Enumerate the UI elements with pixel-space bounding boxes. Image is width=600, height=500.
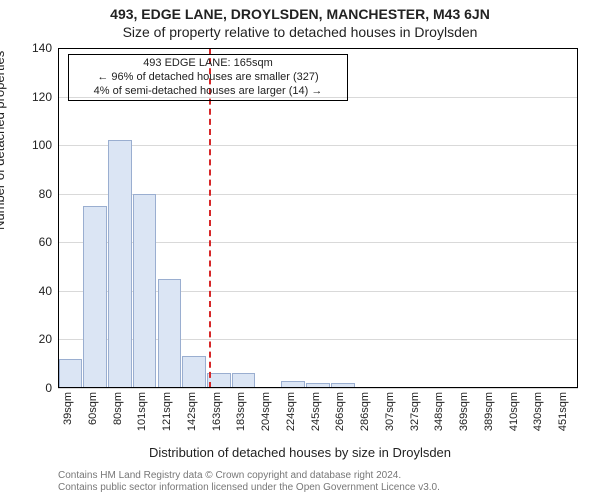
chart-plot-area: 020406080100120140 493 EDGE LANE: 165sqm… [58,48,578,388]
x-tick-label: 60sqm [87,392,99,425]
x-tick-label: 163sqm [211,392,223,431]
y-tick-label: 40 [39,284,52,298]
plot-border [58,48,578,388]
x-tick-label: 451sqm [557,392,569,431]
x-tick-label: 80sqm [112,392,124,425]
chart-subtitle: Size of property relative to detached ho… [0,24,600,40]
x-tick-label: 204sqm [260,392,272,431]
x-tick-label: 121sqm [161,392,173,431]
x-tick-label: 183sqm [235,392,247,431]
x-tick-label: 224sqm [285,392,297,431]
x-tick-label: 348sqm [433,392,445,431]
y-tick-label: 60 [39,235,52,249]
y-tick-label: 120 [32,90,52,104]
y-tick-label: 100 [32,138,52,152]
footer-line-2: Contains public sector information licen… [58,482,440,494]
x-tick-label: 389sqm [483,392,495,431]
x-tick-label: 142sqm [186,392,198,431]
x-tick-label: 286sqm [359,392,371,431]
x-tick-label: 410sqm [508,392,520,431]
page-title: 493, EDGE LANE, DROYLSDEN, MANCHESTER, M… [0,6,600,22]
x-tick-label: 266sqm [334,392,346,431]
x-tick-label: 245sqm [310,392,322,431]
y-tick-label: 0 [45,381,52,395]
footer-line-1: Contains HM Land Registry data © Crown c… [58,470,440,482]
x-tick-label: 101sqm [136,392,148,431]
y-axis-label: Number of detached properties [0,51,7,230]
x-tick-label: 430sqm [532,392,544,431]
x-tick-label: 327sqm [409,392,421,431]
footer-credits: Contains HM Land Registry data © Crown c… [58,470,440,494]
x-tick-label: 307sqm [384,392,396,431]
x-axis-label: Distribution of detached houses by size … [0,445,600,460]
x-tick-label: 369sqm [458,392,470,431]
y-tick-label: 80 [39,187,52,201]
x-tick-label: 39sqm [62,392,74,425]
gridline [58,388,578,389]
y-tick-label: 140 [32,41,52,55]
y-tick-label: 20 [39,332,52,346]
